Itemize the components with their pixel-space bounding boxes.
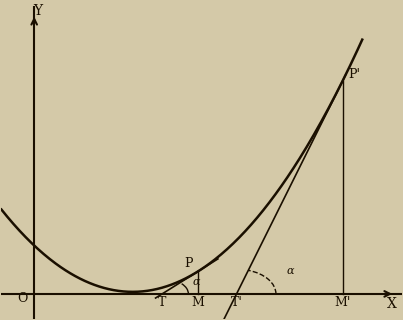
Text: O: O [17, 292, 27, 305]
Text: Y: Y [33, 4, 42, 18]
Text: α: α [193, 277, 200, 287]
Text: α: α [287, 266, 294, 276]
Text: P': P' [348, 68, 360, 81]
Text: P: P [184, 257, 193, 270]
Text: T: T [158, 296, 166, 309]
Text: T': T' [231, 296, 243, 309]
Text: M': M' [334, 296, 351, 309]
Text: X: X [387, 297, 397, 311]
Text: M: M [192, 296, 205, 309]
